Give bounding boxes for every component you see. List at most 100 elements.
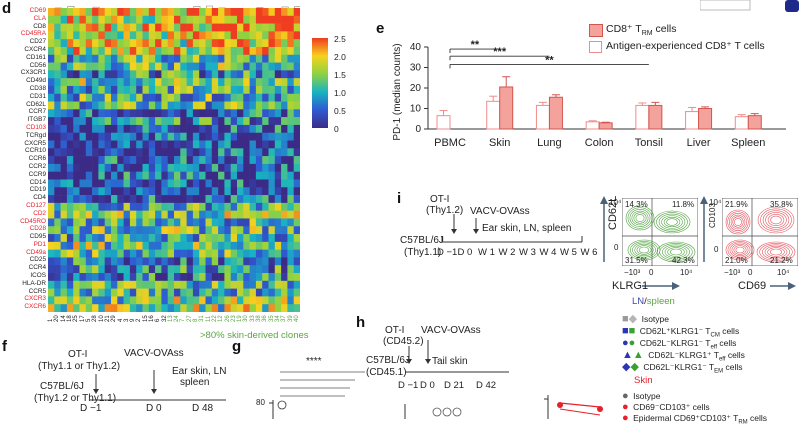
heatmap-cell bbox=[66, 101, 74, 110]
heatmap-cell bbox=[205, 148, 213, 157]
heatmap-cell bbox=[79, 202, 87, 211]
heatmap-cell bbox=[249, 101, 257, 110]
heatmap-cell bbox=[249, 226, 257, 235]
g-partial-plot bbox=[269, 371, 365, 419]
panel-label-g: g bbox=[232, 338, 242, 355]
heatmap-cell bbox=[243, 148, 250, 157]
heatmap-cell bbox=[199, 171, 206, 180]
heatmap-cell bbox=[274, 163, 282, 172]
heatmap-cell bbox=[274, 78, 282, 87]
heatmap-cell bbox=[237, 101, 244, 110]
heatmap-cell bbox=[142, 124, 150, 134]
clone-id-label: 35 bbox=[268, 315, 275, 322]
heatmap-cell bbox=[230, 70, 238, 79]
heatmap-cell bbox=[66, 156, 74, 165]
heatmap-cell bbox=[98, 101, 105, 110]
heatmap-cell bbox=[60, 156, 68, 165]
heatmap-cell bbox=[148, 296, 156, 305]
contour-line bbox=[727, 241, 753, 259]
heatmap-cell bbox=[249, 62, 257, 71]
heatmap-cell bbox=[174, 148, 181, 157]
heatmap-cell bbox=[92, 195, 99, 204]
heatmap-cell bbox=[281, 140, 288, 149]
x-tick-label: Spleen bbox=[731, 137, 765, 149]
heatmap-cell bbox=[85, 109, 93, 118]
heatmap-cell bbox=[66, 257, 74, 266]
i-day-label: W 6 bbox=[580, 247, 598, 258]
heatmap-cell bbox=[60, 249, 68, 258]
heatmap-cell bbox=[174, 210, 181, 219]
h-partial-plot-2 bbox=[544, 395, 603, 419]
heatmap-cell bbox=[54, 85, 61, 95]
heatmap-cell bbox=[167, 148, 175, 157]
contour-line bbox=[762, 244, 790, 260]
heatmap-cell bbox=[117, 93, 124, 102]
heatmap-cell bbox=[117, 226, 124, 235]
heatmap-cell bbox=[293, 241, 300, 250]
contour-line bbox=[634, 243, 654, 257]
heatmap-cell bbox=[60, 265, 68, 274]
heatmap-cell bbox=[73, 202, 80, 211]
heatmap-cell bbox=[66, 234, 74, 243]
heatmap-cell bbox=[79, 273, 87, 282]
heatmap-cell bbox=[186, 54, 194, 63]
heatmap-cell bbox=[85, 117, 93, 126]
heatmap-cell bbox=[167, 15, 175, 24]
heatmap-cell bbox=[218, 156, 225, 165]
heatmap-cell bbox=[243, 31, 250, 40]
heatmap-cell bbox=[161, 163, 168, 172]
heatmap-cell bbox=[237, 210, 244, 219]
heatmap-cell bbox=[142, 70, 150, 79]
heatmap-cell bbox=[73, 288, 80, 297]
heatmap-cell bbox=[148, 15, 156, 24]
heatmap-cell bbox=[104, 62, 112, 71]
heatmap-cell bbox=[186, 8, 194, 17]
heatmap-cell bbox=[192, 148, 200, 157]
heatmap-cell bbox=[60, 132, 68, 141]
heatmap-cell bbox=[167, 39, 175, 48]
heatmap-cell bbox=[167, 195, 175, 204]
heatmap-cell bbox=[218, 85, 225, 95]
heatmap-cell bbox=[199, 46, 206, 56]
heatmap-cell bbox=[192, 257, 200, 266]
heatmap-cell bbox=[111, 265, 118, 274]
legend-skin-list: ● Isotype ● CD69⁻CD103⁺ cells ● Epiderma… bbox=[622, 386, 792, 426]
heatmap-cell bbox=[180, 179, 187, 188]
legend-skin-title: Skin bbox=[634, 375, 653, 386]
heatmap-cell bbox=[104, 39, 112, 48]
heatmap-cell bbox=[92, 15, 99, 24]
heatmap-cell bbox=[167, 78, 175, 87]
heatmap-cell bbox=[249, 195, 257, 204]
heatmap-cell bbox=[85, 171, 93, 180]
contour-line bbox=[636, 245, 652, 255]
heatmap-cell bbox=[60, 210, 68, 219]
heatmap-cell bbox=[180, 8, 187, 17]
heatmap-cell bbox=[224, 171, 231, 180]
heatmap-cell bbox=[274, 62, 282, 71]
heatmap-cell bbox=[111, 46, 118, 56]
heatmap-cell bbox=[117, 218, 124, 227]
heatmap-cell bbox=[48, 226, 55, 235]
heatmap-cell bbox=[255, 31, 263, 40]
heatmap-cell bbox=[293, 54, 300, 63]
heatmap-cell bbox=[180, 148, 187, 157]
heatmap-cell bbox=[192, 15, 200, 24]
heatmap-cell bbox=[60, 31, 68, 40]
heatmap-cell bbox=[111, 140, 118, 149]
heatmap-cell bbox=[205, 249, 213, 258]
heatmap-cell bbox=[104, 70, 112, 79]
heatmap-cell bbox=[293, 288, 300, 297]
marker-label: PD1 bbox=[33, 240, 46, 248]
heatmap-cell bbox=[224, 202, 231, 211]
heatmap-cell bbox=[161, 93, 168, 102]
heatmap-cell bbox=[199, 132, 206, 141]
heatmap-cell bbox=[123, 46, 131, 56]
heatmap-cell bbox=[237, 280, 244, 289]
heatmap-cell bbox=[48, 218, 55, 227]
panel-label-h: h bbox=[356, 314, 366, 331]
flow-plot-klrg1-cd62l bbox=[622, 198, 698, 266]
heatmap-cell bbox=[123, 257, 131, 266]
heatmap-cell bbox=[111, 163, 118, 172]
heatmap-cell bbox=[79, 117, 87, 126]
clone-id-label: 22 bbox=[211, 315, 218, 322]
